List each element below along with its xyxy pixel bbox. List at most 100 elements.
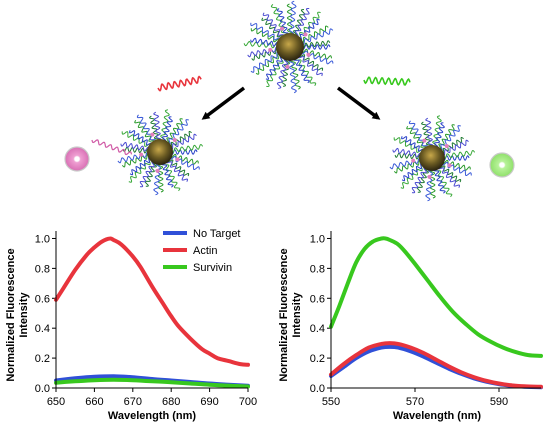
chart-right-y-tick-label: 0.8 <box>310 263 325 275</box>
oligo-strand <box>266 56 284 88</box>
oligo-strand <box>442 149 476 160</box>
oligo-strand <box>169 133 197 150</box>
oligo-strand <box>408 120 429 149</box>
chart-left-legend: No Target Actin Survivin <box>163 228 241 274</box>
flare-dye <box>422 138 427 143</box>
chart-right-series <box>329 236 543 390</box>
arrow-left <box>201 86 246 120</box>
oligo-strand <box>389 157 422 170</box>
flare-dye <box>172 138 177 143</box>
chart-right-y-tick-label: 0.6 <box>310 293 325 305</box>
oligo-strand <box>434 167 453 198</box>
chart-right-y-label-line1: Normalized Fluorescence <box>278 248 290 381</box>
chart-left-x-tick-label: 680 <box>162 396 180 408</box>
oligo-strand <box>157 162 164 193</box>
chart-right-ticks: 0.0 0.2 0.4 0.6 0.8 1.0 550 570 590 <box>310 233 508 408</box>
oligo-strand <box>300 50 334 65</box>
oligo-strand <box>160 109 170 142</box>
oligo-strand <box>288 58 297 94</box>
oligo-strand <box>117 151 150 164</box>
oligo-strand <box>139 160 155 188</box>
flare-dye <box>175 157 180 162</box>
oligo-strand <box>441 139 469 156</box>
oligo-strand <box>441 161 472 176</box>
oligo-strand <box>293 57 310 84</box>
oligo-strand <box>301 40 331 49</box>
oligo-strand <box>295 8 310 37</box>
oligo-strand <box>250 51 281 73</box>
chart-left-y-tick-label: 1.0 <box>35 233 50 245</box>
oligo-strand <box>297 11 321 40</box>
oligo-strand <box>250 37 279 47</box>
oligo-strand <box>276 8 289 36</box>
right-nanoparticle <box>389 115 476 202</box>
chart-right-y-tick-label: 0.0 <box>310 383 325 395</box>
chart-right-y-tick-label: 0.2 <box>310 353 325 365</box>
oligo-strand <box>433 122 445 148</box>
chart-left-y-tick-label: 0.2 <box>35 353 50 365</box>
legend-label-actin: Actin <box>193 245 217 257</box>
survivin-target-strand <box>363 76 411 86</box>
oligo-strand <box>270 3 288 37</box>
oligo-strand <box>411 166 427 194</box>
flare-dye <box>268 47 273 52</box>
chart-right-x-tick-label: 590 <box>490 396 508 408</box>
legend-label-no-target: No Target <box>193 228 241 240</box>
flare-dye <box>155 168 160 173</box>
oligo-strand <box>170 149 198 155</box>
chart-left: Normalized Fluorescence Intensity Wavele… <box>5 228 257 422</box>
chart-right: Normalized Fluorescence Intensity Wavele… <box>278 231 543 422</box>
oligo-strand <box>161 162 174 188</box>
chart-left-ticks: 0.0 0.2 0.4 0.6 0.8 1.0 650 660 670 680 690 700 <box>35 233 257 408</box>
illustration <box>64 0 515 202</box>
flare-dye <box>411 158 416 163</box>
oligo-strand <box>166 159 189 182</box>
oligo-strand <box>288 0 297 36</box>
flare-dye <box>444 144 449 149</box>
oligo-strand <box>167 119 189 145</box>
oligo-strand <box>136 114 157 143</box>
chart-right-series-survivin <box>329 236 543 358</box>
chart-left-series <box>54 236 250 389</box>
oligo-strand <box>432 115 442 148</box>
gold-core <box>419 145 445 171</box>
oligo-strand <box>300 28 334 45</box>
arrow-right <box>336 86 381 120</box>
chart-left-x-tick-label: 660 <box>85 396 103 408</box>
oligo-strand <box>393 137 423 153</box>
chart-right-y-tick-label: 1.0 <box>310 233 325 245</box>
oligo-strand <box>298 18 320 41</box>
chart-right-x-label: Wavelength (nm) <box>393 410 482 422</box>
flare-dye <box>427 174 432 179</box>
chart-left-series-actin <box>54 236 250 367</box>
actin-target-strand <box>157 75 202 92</box>
released-strand <box>91 139 133 156</box>
flare-dye <box>285 64 290 69</box>
chart-left-x-tick-label: 670 <box>124 396 142 408</box>
oligo-strand <box>401 136 425 152</box>
oligo-strand <box>262 12 285 38</box>
chart-right-y-label-line2: Intensity <box>291 292 303 338</box>
chart-left-y-label-line1: Normalized Fluorescence <box>5 248 17 381</box>
oligo-strand <box>425 168 434 202</box>
oligo-strand <box>276 58 289 89</box>
flare-dye <box>303 32 308 37</box>
gold-core <box>276 33 304 61</box>
top-nanoparticle <box>243 0 334 94</box>
legend-label-survivin: Survivin <box>193 262 232 274</box>
oligo-strand <box>161 116 173 142</box>
chart-right-series-actin <box>329 341 543 389</box>
oligo-strand <box>120 141 150 152</box>
flare-dye <box>306 52 311 57</box>
oligo-strand <box>400 164 425 189</box>
chart-left-y-tick-label: 0.0 <box>35 383 50 395</box>
oligo-strand <box>392 147 422 158</box>
left-nanoparticle <box>117 109 204 196</box>
gold-core <box>147 139 173 165</box>
oligo-strand <box>128 158 153 183</box>
oligo-strand <box>439 125 461 151</box>
oligo-strand <box>265 55 283 80</box>
flare-dye <box>139 152 144 157</box>
oligo-strand <box>153 111 162 142</box>
oligo-strand <box>162 161 181 192</box>
